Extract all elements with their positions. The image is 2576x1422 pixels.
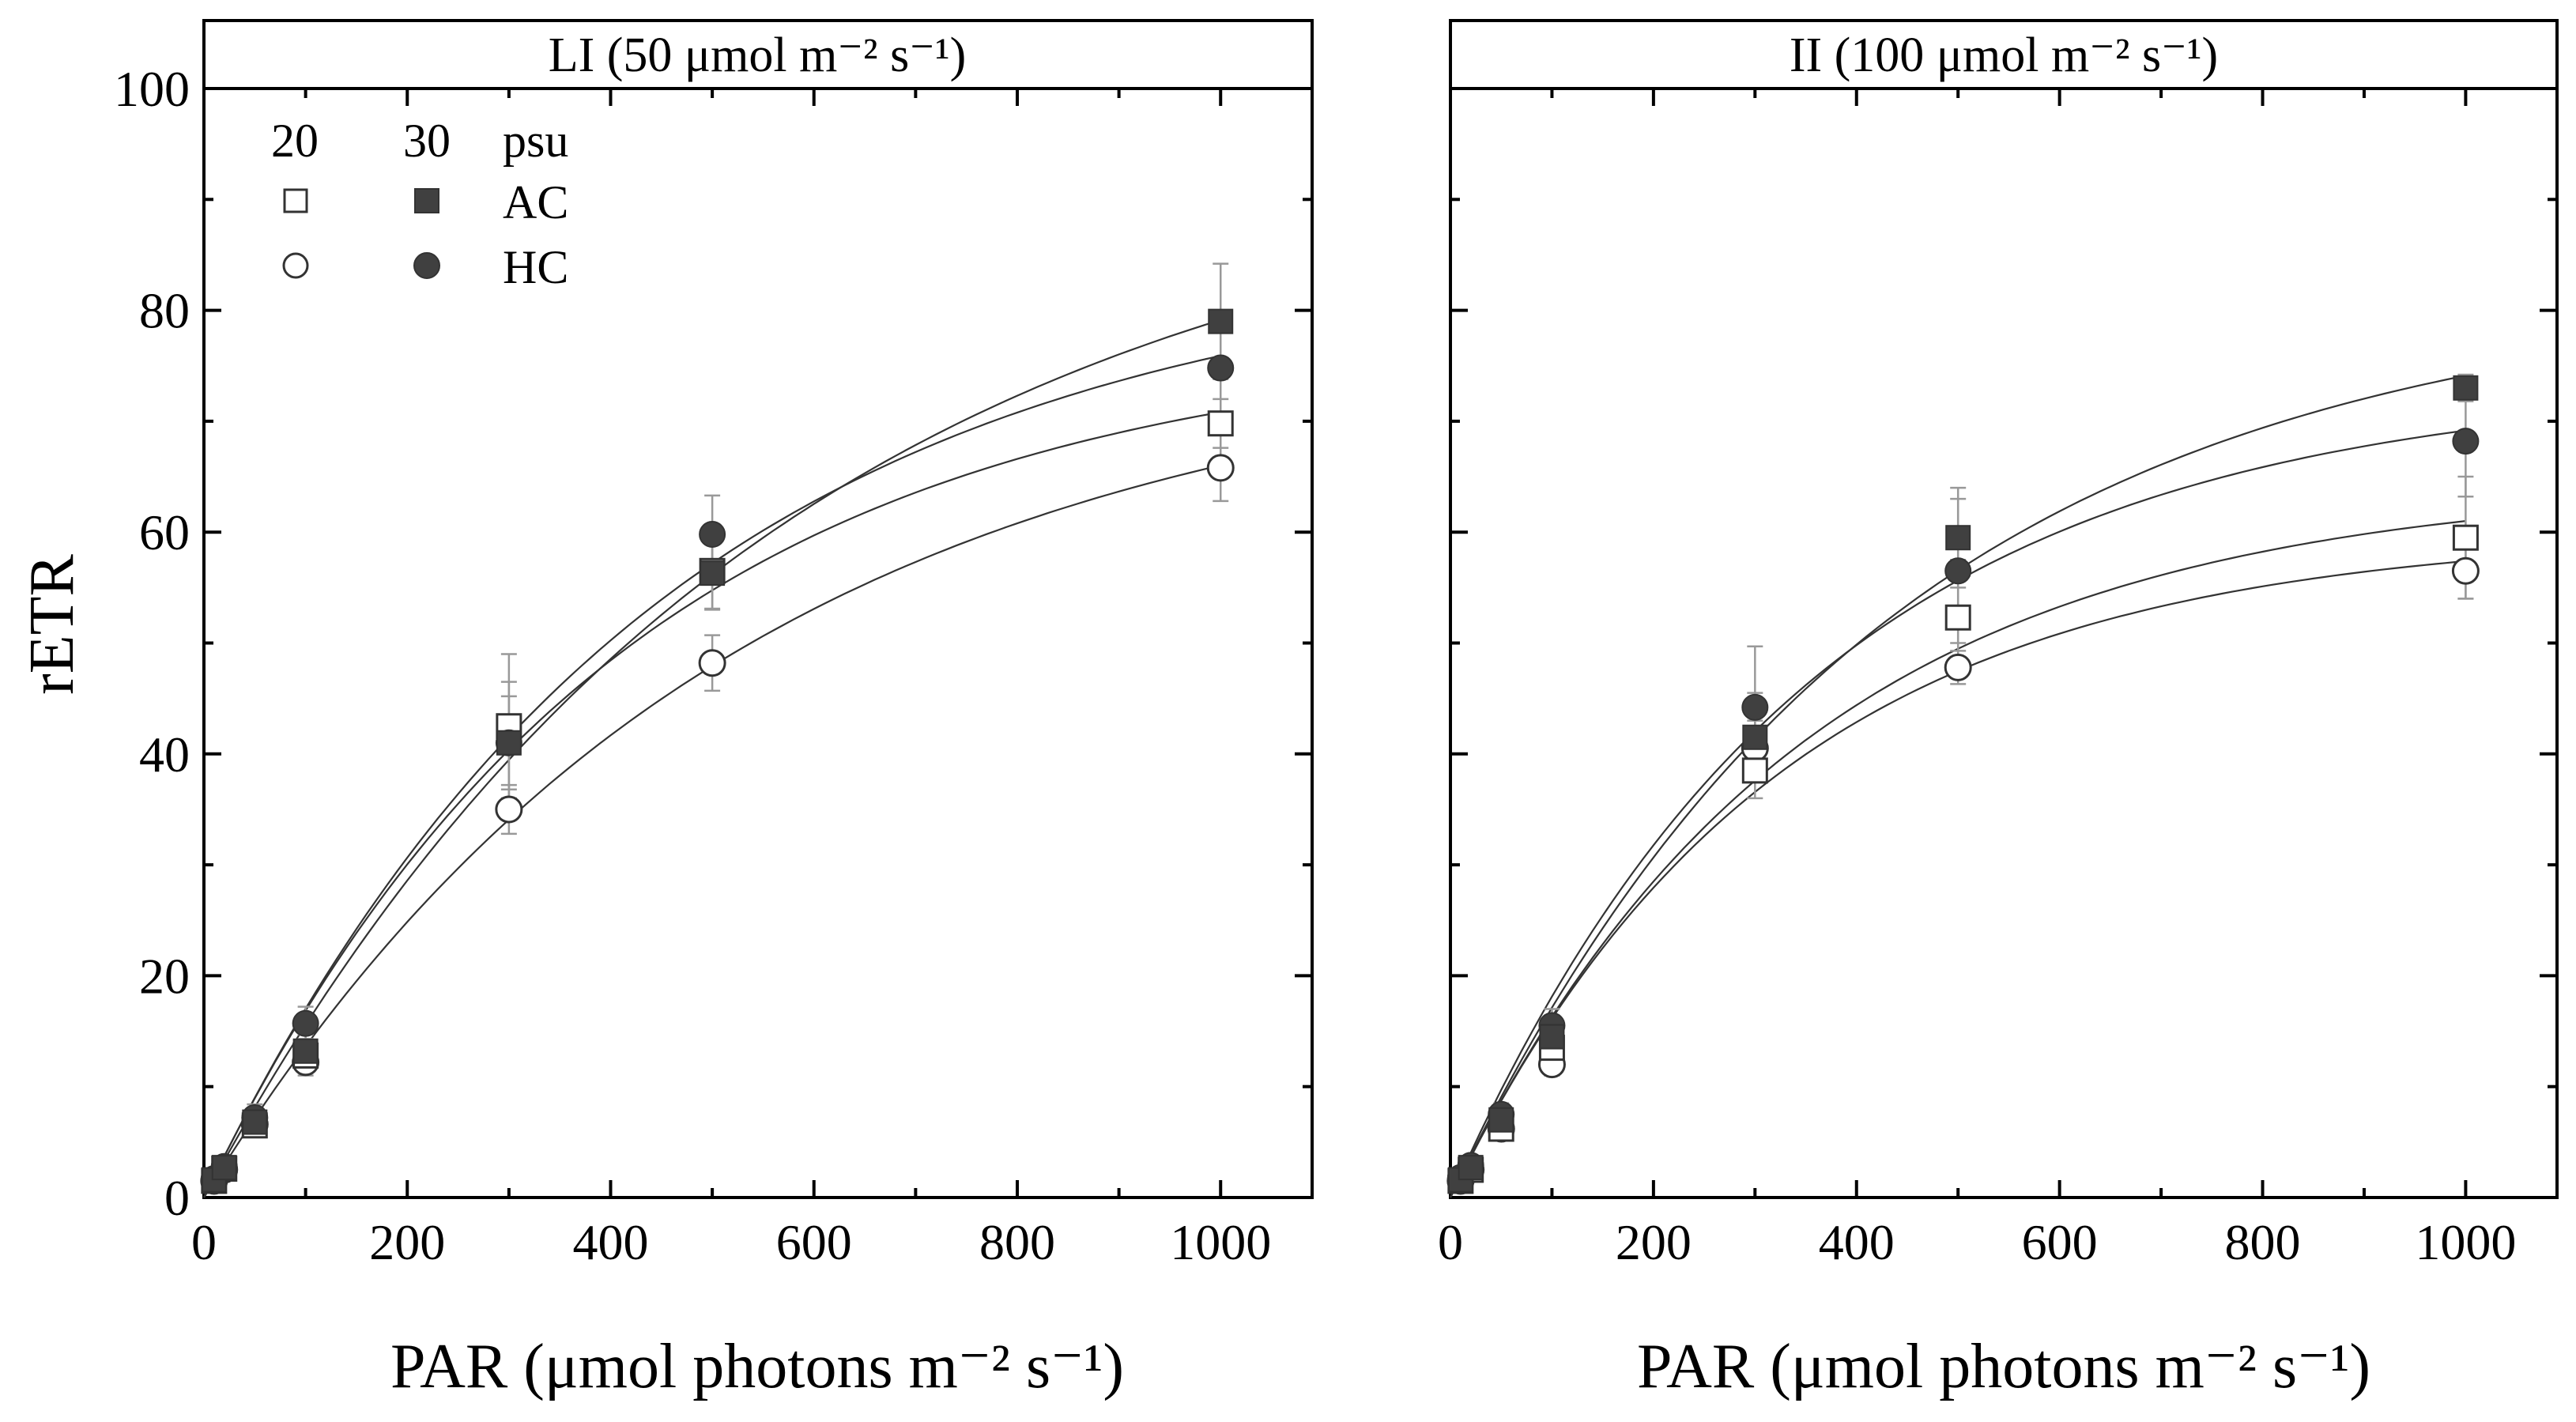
- panel-1-plot-frame: [202, 87, 1314, 1199]
- legend-col-header-20: 20: [271, 115, 319, 167]
- panel-1-point-hc-20-psu: [1206, 454, 1235, 482]
- panel-1-y-tick-label: 40: [139, 726, 190, 783]
- panel-1-x-tick-label: 200: [369, 1214, 445, 1270]
- panel-2-point-ac-30-psu: [1539, 1024, 1565, 1050]
- panel-1-point-hc-20-psu: [495, 795, 523, 824]
- panel-1-point-ac-30-psu: [292, 1038, 319, 1064]
- panel-1-point-ac-30-psu: [242, 1109, 268, 1135]
- panel-1-x-tick-label: 400: [572, 1214, 648, 1270]
- panel-2-point-hc-30-psu: [1741, 693, 1769, 721]
- panel-1-point-hc-30-psu: [1207, 354, 1235, 382]
- panel-2-plot-frame: [1449, 87, 2559, 1199]
- legend-marker-ac-20: [283, 188, 308, 213]
- panel-2-point-ac-30-psu: [1488, 1107, 1514, 1133]
- panel-2-x-tick-label: 600: [2022, 1214, 2098, 1270]
- legend: 20 30 psu AC HC: [271, 115, 568, 293]
- panel-2-point-ac-30-psu: [1458, 1155, 1484, 1181]
- panel-2-point-ac-20-psu: [1944, 604, 1971, 631]
- panel-2-point-hc-20-psu: [1944, 653, 1972, 681]
- panel-1-fit-curve-2: [203, 319, 1221, 1198]
- panel-1-point-hc-30-psu: [292, 1009, 319, 1037]
- panel-2-point-ac-30-psu: [1945, 525, 1971, 551]
- panel-2-x-tick-label: 800: [2225, 1214, 2301, 1270]
- panel-1-x-tick-label: 0: [191, 1214, 217, 1270]
- panel-2-point-ac-20-psu: [2452, 524, 2479, 551]
- panel-2-x-tick-label: 1000: [2415, 1214, 2516, 1270]
- panel-2-point-hc-30-psu: [2452, 428, 2480, 455]
- panel-1-point-hc-30-psu: [699, 521, 726, 549]
- panel-1-point-ac-30-psu: [496, 730, 522, 756]
- panel-1-point-ac-20-psu: [1207, 410, 1234, 437]
- legend-col-header-psu: psu: [503, 115, 568, 167]
- panel-1-y-tick-label: 80: [139, 283, 190, 339]
- panel-1-x-tick-label: 1000: [1170, 1214, 1271, 1270]
- panel-2-point-ac-20-psu: [1741, 757, 1768, 784]
- x-axis-title-panel-1: PAR (μmol photons m⁻² s⁻¹): [390, 1332, 1124, 1401]
- legend-col-header-30: 30: [403, 115, 451, 167]
- panel-1-title: LI (50 μmol m⁻² s⁻¹): [549, 28, 966, 82]
- panel-1-point-ac-30-psu: [700, 560, 726, 587]
- panel-2-x-tick-label: 200: [1616, 1214, 1692, 1270]
- panel-1-y-tick-label: 100: [114, 61, 190, 117]
- panel-2-x-tick-label: 400: [1819, 1214, 1895, 1270]
- x-axis-title-panel-2: PAR (μmol photons m⁻² s⁻¹): [1637, 1332, 2370, 1401]
- panel-1-x-tick-label: 600: [776, 1214, 852, 1270]
- panel-1-x-tick-label: 800: [979, 1214, 1055, 1270]
- legend-marker-hc-20: [282, 252, 309, 279]
- panel-1-point-hc-20-psu: [698, 649, 726, 677]
- legend-marker-hc-30: [413, 252, 440, 279]
- panel-1-point-ac-30-psu: [211, 1155, 237, 1181]
- panel-2-point-ac-30-psu: [1742, 724, 1768, 750]
- panel-1-y-tick-label: 0: [164, 1170, 190, 1226]
- panel-1-y-tick-label: 20: [139, 948, 190, 1004]
- panel-1-point-ac-30-psu: [1208, 308, 1234, 334]
- y-axis-title: rETR: [17, 553, 87, 694]
- legend-row-hc: HC: [503, 241, 568, 293]
- panel-2-point-hc-20-psu: [2451, 556, 2480, 585]
- panel-1-fit-curve-4: [203, 354, 1221, 1198]
- panel-2-point-hc-30-psu: [1944, 557, 1972, 585]
- legend-row-ac: AC: [503, 176, 568, 228]
- panel-1-y-tick-label: 60: [139, 504, 190, 560]
- legend-marker-ac-30: [414, 188, 439, 213]
- panel-2-title: II (100 μmol m⁻² s⁻¹): [1790, 28, 2218, 82]
- panel-2-x-tick-label: 0: [1438, 1214, 1463, 1270]
- panel-2-point-ac-30-psu: [2453, 375, 2479, 401]
